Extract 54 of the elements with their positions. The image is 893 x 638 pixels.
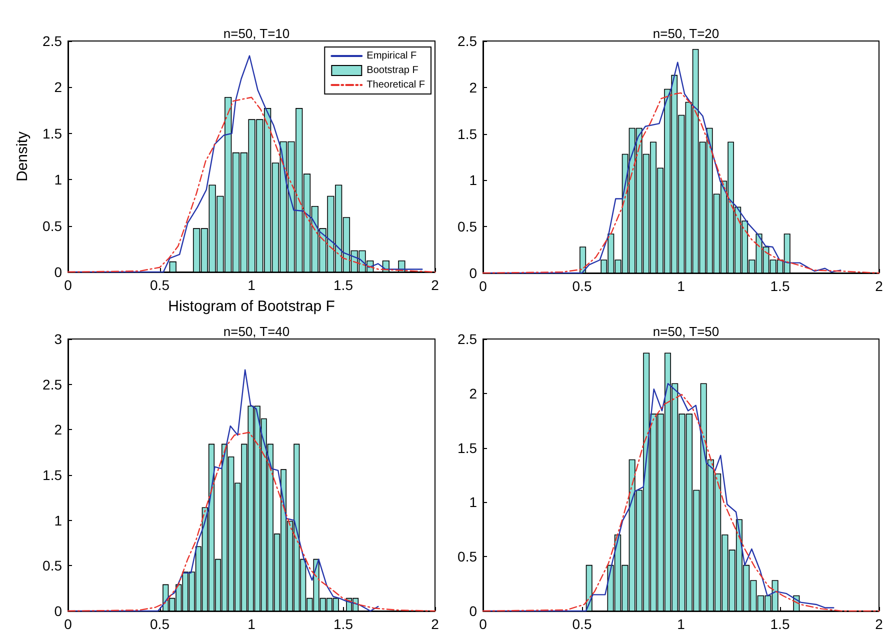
x-tick-label: 0 [479,616,488,632]
y-tick-label: 2 [469,385,478,402]
y-axis-title: Density [14,131,31,182]
y-tick-label: 2 [469,79,478,96]
x-tick-label: 0 [64,277,72,293]
y-tick-label: 0.5 [458,548,478,565]
x-tick-label: 1.5 [334,277,354,293]
y-tick-label: 3 [54,331,62,347]
x-tick-label: 0 [64,616,72,632]
y-tick-label: 1.5 [458,126,478,142]
y-tick-label: 0 [469,603,478,619]
x-tick-label: 1 [677,616,686,632]
legend-label: Empirical F [366,50,417,62]
x-tick-label: 0.5 [572,616,592,632]
x-tick-label: 1.5 [770,278,790,294]
y-tick-label: 2.5 [42,33,62,49]
x-tick-label: 2 [875,616,884,632]
x-tick-label: 0.5 [572,278,592,294]
y-tick-label: 0.5 [42,218,62,234]
y-tick-label: 0.5 [458,218,478,235]
y-tick-label: 1 [54,512,62,528]
y-tick-label: 1.5 [42,467,62,483]
x-tick-label: 2 [875,278,884,294]
y-tick-label: 0 [469,265,478,281]
chart-title: n=50, T=10 [223,26,290,41]
y-tick-label: 1 [54,172,62,188]
x-tick-label: 0.5 [150,277,170,293]
y-tick-label: 2.5 [458,331,478,347]
x-tick-label: 0.5 [150,616,170,632]
chart-title: n=50, T=20 [652,26,720,41]
x-axis-title: Histogram of Bootstrap F [168,298,335,315]
y-tick-label: 2 [54,79,62,96]
x-tick-label: 1 [248,616,256,632]
chart-title: n=50, T=40 [223,324,290,339]
x-tick-label: 2 [431,616,440,632]
x-tick-label: 1 [677,278,686,294]
y-tick-label: 1.5 [42,125,62,142]
y-tick-label: 2 [54,422,62,438]
x-tick-label: 0 [479,278,488,294]
y-tick-label: 0.5 [42,558,62,574]
x-tick-label: 1 [248,277,256,293]
x-tick-label: 1.5 [334,616,354,632]
y-tick-label: 2.5 [42,376,62,392]
y-tick-label: 1 [469,494,478,510]
y-tick-label: 1.5 [458,440,478,456]
chart-title: n=50, T=50 [652,324,720,339]
y-tick-label: 0 [54,603,62,619]
x-tick-label: 1.5 [770,616,790,632]
x-tick-label: 2 [431,277,440,293]
y-tick-label: 2.5 [458,33,478,49]
legend-label: Bootstrap F [366,65,418,76]
y-tick-label: 0 [54,264,62,280]
legend-label: Theoretical F [366,80,426,90]
y-tick-label: 1 [469,172,478,188]
